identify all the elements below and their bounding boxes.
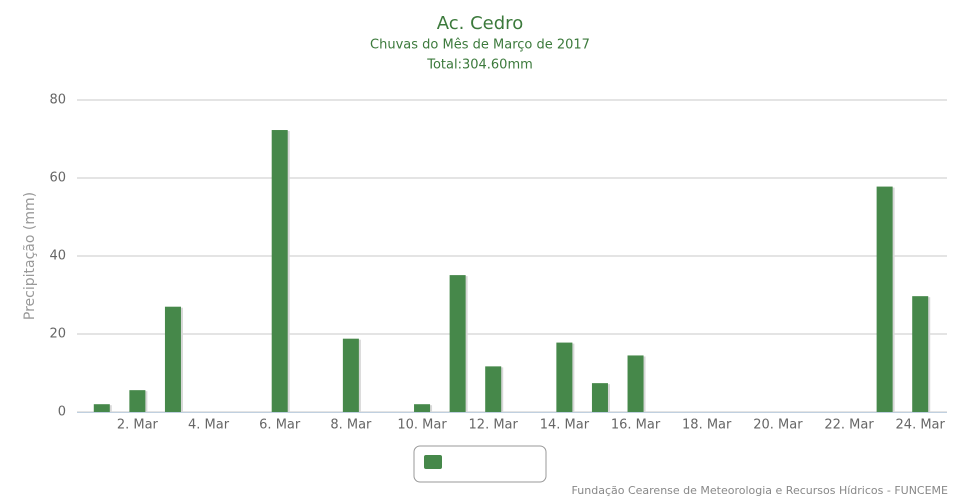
bar [164,306,181,412]
bar [93,404,110,412]
legend-swatch [424,455,442,469]
x-tick-label: 24. Mar [896,418,946,433]
bar [876,186,893,412]
chart-title: Ac. Cedro [437,13,523,34]
chart-total: Total:304.60mm [426,58,533,73]
x-tick-label: 12. Mar [469,418,519,433]
legend-box[interactable] [413,445,547,483]
x-tick-label: 10. Mar [397,418,447,433]
x-tick-label: 8. Mar [330,418,372,433]
x-tick-label: 4. Mar [188,418,230,433]
bar [556,342,573,412]
bar [271,130,288,412]
y-tick-label: 40 [49,249,66,264]
x-tick-label: 22. Mar [824,418,874,433]
y-axis-title: Precipitação (mm) [22,192,38,320]
y-tick-label: 20 [49,327,66,342]
x-tick-label: 6. Mar [259,418,301,433]
credits: Fundação Cearense de Meteorologia e Recu… [572,484,948,497]
chart-subtitle: Chuvas do Mês de Março de 2017 [370,38,590,53]
bar [342,338,359,412]
y-tick-label: 0 [58,405,66,420]
bar [627,355,644,412]
bar [129,390,146,412]
y-tick-label: 80 [49,93,66,108]
x-tick-label: 20. Mar [753,418,803,433]
bar [485,366,502,412]
bar [449,275,466,412]
bar [591,383,608,412]
y-tick-label: 60 [49,171,66,186]
x-tick-label: 18. Mar [682,418,732,433]
x-tick-label: 14. Mar [540,418,590,433]
bar [912,296,929,412]
x-tick-label: 2. Mar [117,418,159,433]
x-tick-label: 16. Mar [611,418,661,433]
bar [414,404,431,412]
